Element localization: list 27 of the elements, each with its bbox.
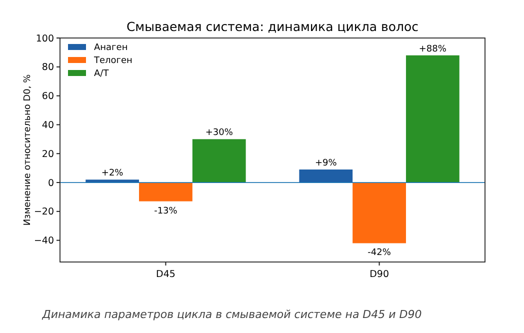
bar [139, 182, 192, 202]
bar [192, 139, 246, 183]
y-tick-label: −20 [34, 206, 54, 218]
y-tick-label: 60 [42, 91, 54, 102]
legend-label: А/Т [94, 69, 110, 80]
bar [299, 170, 353, 183]
chart-title: Смываемая система: динамика цикла волос [126, 19, 419, 34]
y-tick-label: 40 [42, 120, 54, 132]
data-label: +30% [205, 128, 234, 138]
x-tick-label: D45 [156, 269, 176, 280]
bar [406, 55, 460, 183]
legend-label: Телоген [93, 56, 133, 66]
data-label: -13% [154, 206, 178, 216]
data-label: +9% [314, 158, 338, 169]
bar [352, 182, 406, 244]
data-label: -42% [368, 248, 392, 258]
y-tick-label: 100 [36, 33, 54, 44]
x-tick-label: D90 [370, 269, 389, 280]
y-tick-label: 0 [48, 178, 54, 189]
y-tick-label: 20 [42, 148, 54, 160]
data-label: +88% [418, 44, 447, 54]
y-axis-title: Изменение относительно D0, % [23, 74, 33, 226]
y-tick-label: 80 [42, 62, 54, 74]
legend-label: Анаген [94, 43, 128, 54]
y-tick-label: −40 [34, 236, 54, 247]
data-label: +2% [101, 168, 124, 179]
text: Динамика параметров цикла в смываемой системе на D45 и D90 [41, 308, 422, 321]
